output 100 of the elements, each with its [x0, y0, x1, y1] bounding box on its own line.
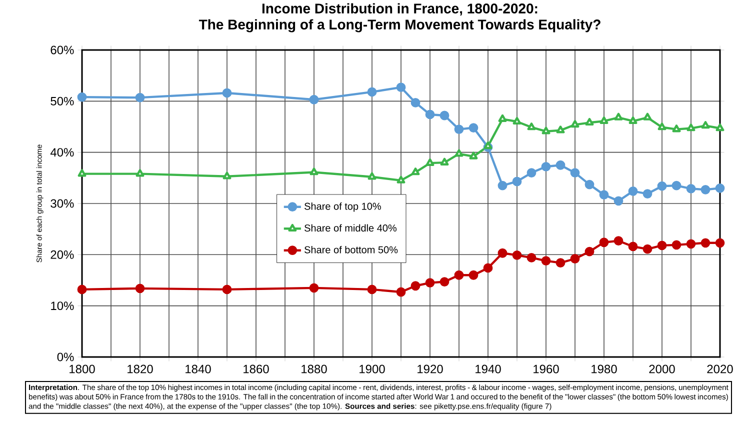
point — [440, 110, 450, 120]
legend-label: Share of bottom 50% — [304, 246, 398, 254]
point — [599, 190, 609, 200]
point — [135, 92, 145, 102]
x-tick-label: 1840 — [186, 364, 211, 374]
point — [584, 246, 594, 256]
point — [222, 284, 232, 294]
point — [657, 181, 667, 191]
x-tick-label: 1940 — [476, 364, 501, 374]
point — [512, 250, 522, 260]
point — [716, 124, 724, 132]
point — [498, 180, 508, 190]
point — [584, 180, 594, 190]
point — [686, 124, 696, 132]
point — [411, 168, 420, 176]
x-tick-label: 1800 — [70, 364, 95, 374]
point — [468, 123, 478, 132]
y-tick-label: 0% — [57, 352, 74, 362]
point — [614, 236, 624, 246]
point — [556, 258, 566, 268]
point — [628, 186, 638, 196]
point — [367, 87, 377, 97]
x-tick-label: 1900 — [360, 364, 385, 374]
point — [527, 122, 536, 130]
point — [715, 183, 725, 193]
point — [570, 168, 580, 178]
point — [541, 162, 551, 172]
point — [614, 112, 623, 120]
point — [700, 238, 710, 248]
point — [425, 278, 435, 288]
point — [642, 189, 652, 198]
point — [368, 172, 376, 180]
point — [600, 116, 608, 124]
point — [469, 152, 478, 160]
legend-label: Share of top 10% — [304, 202, 381, 212]
point — [440, 277, 450, 286]
chart-title: Income Distribution in France, 1800-2020: The Beginning of a Long-Term Movement Towards Equality? — [198, 3, 600, 32]
point — [77, 92, 87, 102]
point — [310, 168, 318, 176]
point — [410, 98, 420, 108]
point — [425, 110, 435, 120]
point — [512, 176, 522, 186]
point — [454, 270, 464, 280]
point — [136, 169, 144, 177]
point — [526, 253, 536, 262]
point — [686, 184, 696, 194]
x-tick-label: 1980 — [592, 364, 617, 374]
point — [135, 284, 145, 294]
point — [484, 141, 492, 150]
point — [628, 242, 638, 252]
point — [498, 114, 507, 122]
point — [222, 172, 232, 180]
point — [628, 116, 638, 124]
point — [309, 283, 319, 293]
x-tick-label: 1880 — [302, 364, 327, 374]
point — [672, 240, 682, 250]
point — [599, 238, 609, 248]
point — [440, 158, 449, 166]
point — [309, 94, 319, 104]
y-tick-label: 10% — [51, 302, 74, 310]
point — [642, 244, 652, 254]
x-tick-label: 1960 — [534, 364, 559, 374]
x-tick-label: 1860 — [244, 364, 269, 374]
point — [556, 126, 565, 134]
point — [700, 184, 710, 194]
point — [468, 270, 478, 280]
y-tick-label: 30% — [50, 199, 74, 208]
x-tick-label: 2000 — [649, 364, 675, 374]
point — [701, 121, 710, 129]
point — [222, 88, 232, 98]
point — [498, 248, 508, 258]
x-tick-label: 2020 — [707, 364, 733, 374]
point — [426, 158, 434, 166]
legend-label: Share of middle 40% — [304, 224, 397, 232]
point — [367, 284, 377, 294]
point — [526, 168, 536, 178]
y-tick-label: 60% — [50, 46, 74, 54]
point — [454, 124, 464, 134]
point — [643, 112, 652, 120]
point — [77, 284, 87, 294]
point — [396, 176, 406, 184]
x-tick-label: 1820 — [128, 364, 153, 374]
y-tick-label: 40% — [50, 148, 74, 157]
point — [512, 116, 522, 125]
point — [658, 122, 666, 130]
point — [715, 238, 725, 248]
point — [585, 118, 594, 126]
point — [396, 287, 406, 297]
point — [396, 82, 406, 92]
point — [556, 160, 566, 170]
point — [542, 126, 550, 134]
point — [483, 263, 493, 273]
point — [410, 281, 420, 291]
point — [672, 124, 681, 132]
x-tick-label: 1920 — [418, 364, 443, 374]
point — [570, 120, 580, 128]
point — [686, 239, 696, 249]
y-tick-label: 20% — [50, 250, 74, 259]
point — [570, 254, 580, 264]
point — [657, 240, 667, 250]
